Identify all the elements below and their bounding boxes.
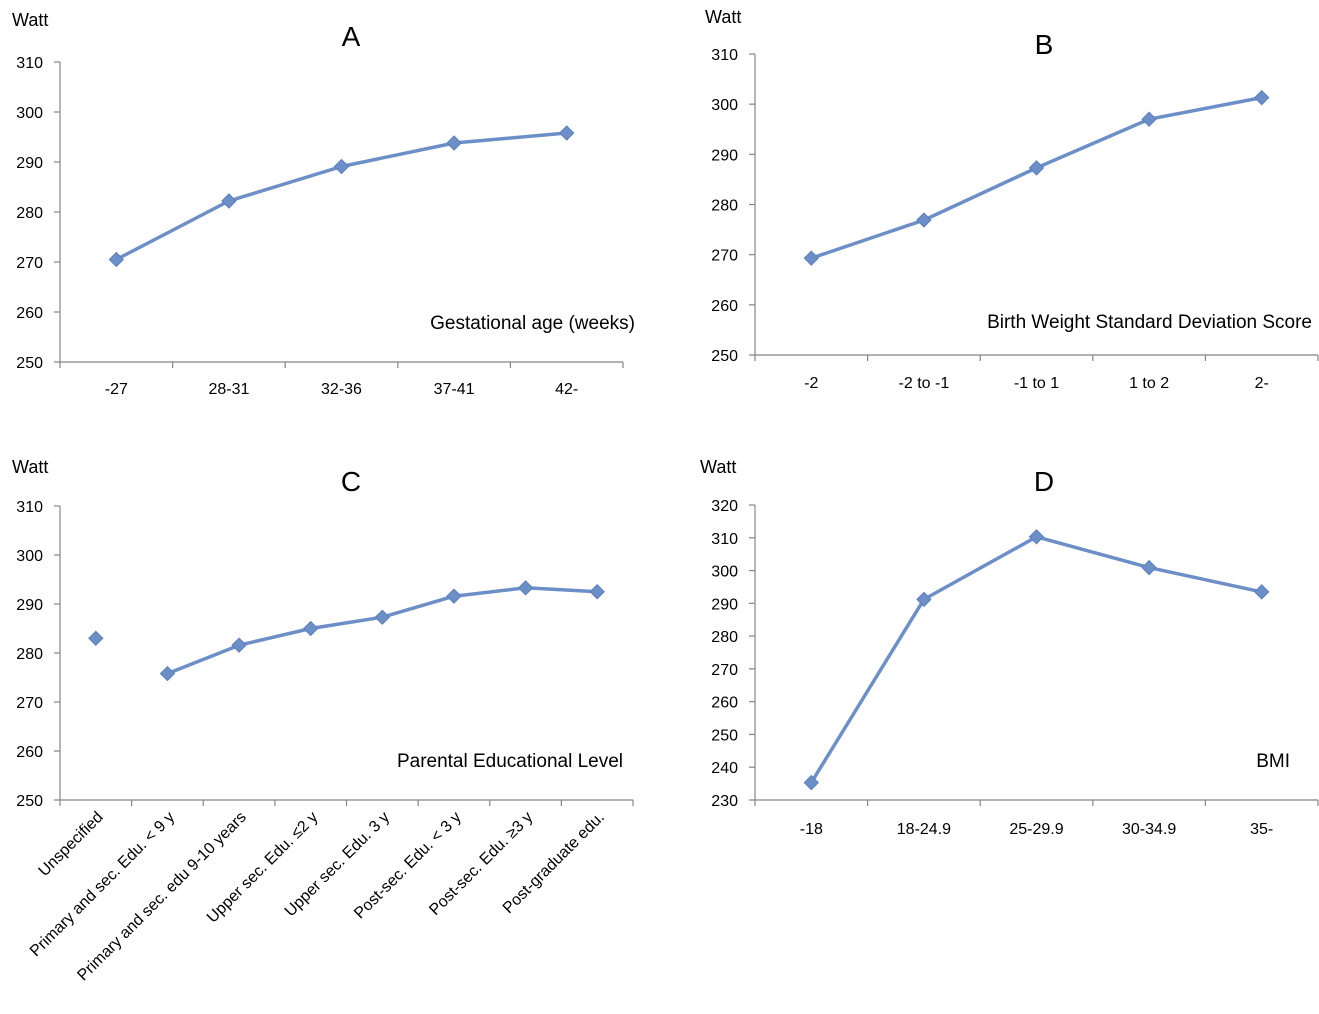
y-tick-label: 310	[16, 499, 43, 516]
y-tick-label: 250	[711, 348, 738, 365]
panel-d-bmi: 230 240 250 260 270 280 290 300 310 320 -18 18-24.9…	[700, 457, 1319, 838]
series-line	[809, 535, 1263, 784]
x-tick-label: 28-31	[208, 381, 249, 398]
series-line	[810, 95, 1263, 260]
y-tick-label: 270	[711, 248, 738, 265]
y-axis-label: Watt	[705, 7, 741, 27]
data-point-marker	[221, 193, 237, 209]
y-tick-label: 310	[16, 55, 43, 72]
data-point-marker	[1141, 111, 1157, 127]
x-tick-label: 37-41	[434, 381, 475, 398]
y-tick-label: 300	[711, 97, 738, 114]
y-tick-label: 310	[711, 47, 738, 64]
x-tick-label: 42-	[555, 381, 578, 398]
y-tick-label: 240	[711, 760, 738, 777]
data-point-marker	[1028, 160, 1045, 176]
y-tick-label: 280	[16, 646, 43, 663]
y-tick-label: 260	[711, 298, 738, 315]
y-tick-label: 260	[16, 305, 43, 322]
y-tick-label: 260	[16, 744, 43, 761]
data-point-marker	[1141, 559, 1157, 576]
x-tick-label: Primary and sec. Edu. < 9 y	[27, 809, 178, 960]
data-point-marker	[916, 212, 932, 228]
panel-letter: B	[1035, 29, 1054, 60]
data-point-marker	[333, 158, 350, 175]
x-tick-label: -27	[105, 381, 128, 398]
y-tick-label: 290	[711, 596, 738, 613]
y-tick-label: 290	[16, 597, 43, 614]
data-point-marker	[159, 665, 176, 682]
y-tick-label: 280	[711, 629, 738, 646]
y-axis-label: Watt	[12, 10, 48, 30]
y-tick-label: 270	[16, 255, 43, 272]
data-point-marker	[374, 609, 391, 625]
data-point-marker	[231, 637, 247, 653]
x-tick-label: 2-	[1255, 375, 1269, 392]
data-point-marker	[1253, 89, 1270, 106]
x-tick-label: 18-24.9	[897, 821, 951, 838]
y-tick-label: 230	[711, 793, 738, 810]
y-axis-label: Watt	[700, 457, 736, 477]
y-tick-label: 260	[711, 695, 738, 712]
x-tick-label: -18	[800, 821, 823, 838]
y-tick-label: 290	[16, 155, 43, 172]
panel-a-gestational-age: 250 260 270 280 290 300 310 -27 28-31 32-36 37-41 4…	[12, 10, 635, 398]
y-tick-label: 320	[711, 498, 738, 515]
data-point-marker	[916, 591, 932, 608]
data-point-marker	[1028, 529, 1045, 545]
data-point-marker	[589, 584, 605, 600]
data-point-marker	[88, 630, 104, 647]
data-point-marker	[803, 774, 820, 791]
y-tick-label: 290	[711, 147, 738, 164]
series-line	[166, 586, 598, 676]
y-tick-label: 250	[711, 727, 738, 744]
y-tick-label: 270	[16, 695, 43, 712]
x-tick-label: 1 to 2	[1129, 375, 1169, 392]
x-tick-label: -1 to 1	[1014, 375, 1059, 392]
x-tick-label: -2 to -1	[899, 375, 950, 392]
data-point-marker	[1253, 584, 1270, 600]
data-point-marker	[803, 250, 820, 266]
y-tick-label: 270	[711, 662, 738, 679]
data-point-marker	[517, 580, 534, 596]
y-tick-label: 300	[711, 564, 738, 581]
x-tick-label: 32-36	[321, 381, 362, 398]
data-point-marker	[446, 135, 462, 151]
data-point-marker	[108, 251, 125, 268]
x-tick-label: 35-	[1250, 821, 1273, 838]
y-tick-label: 250	[16, 355, 43, 372]
panel-letter: A	[342, 21, 361, 52]
x-tick-label: 25-29.9	[1009, 821, 1063, 838]
axis-title-annotation: Parental Educational Level	[397, 751, 623, 772]
panel-letter: C	[341, 466, 361, 497]
y-tick-label: 300	[16, 105, 43, 122]
axis-title-annotation: Birth Weight Standard Deviation Score	[987, 312, 1312, 333]
panel-b-birth-weight-sds: 250 260 270 280 290 300 310 -2 -2 to -1 -1 to 1 1 …	[705, 7, 1319, 392]
axis-title-annotation: BMI	[1256, 751, 1290, 772]
data-point-marker	[446, 588, 462, 604]
x-tick-label: -2	[804, 375, 818, 392]
series-line	[115, 131, 567, 262]
y-tick-label: 250	[16, 793, 43, 810]
x-tick-label: Unspecified	[35, 809, 106, 880]
data-point-marker	[302, 620, 319, 637]
panel-c-parental-education: 250 260 270 280 290 300 310 UnspecifiedPrimary …	[12, 457, 634, 984]
x-tick-label: 30-34.9	[1122, 821, 1176, 838]
panel-letter: D	[1034, 466, 1054, 497]
y-tick-label: 280	[711, 198, 738, 215]
y-tick-label: 280	[16, 205, 43, 222]
y-tick-label: 310	[711, 531, 738, 548]
data-point-marker	[558, 125, 575, 141]
y-tick-label: 300	[16, 548, 43, 565]
y-axis-label: Watt	[12, 457, 48, 477]
axis-title-annotation: Gestational age (weeks)	[430, 313, 635, 334]
